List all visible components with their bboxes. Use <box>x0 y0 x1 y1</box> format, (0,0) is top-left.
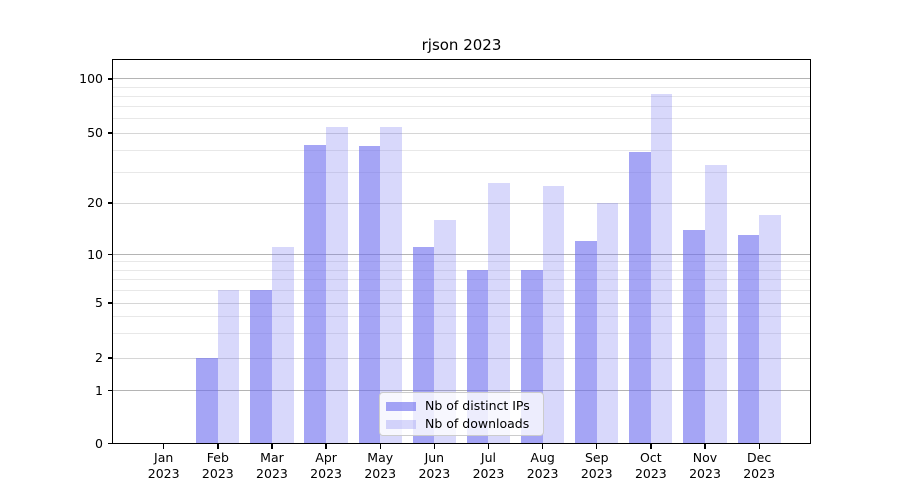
x-tick-label-jun: Jun 2023 <box>418 449 451 482</box>
x-tick-oct <box>650 443 652 449</box>
x-tick-label-jan: Jan 2023 <box>147 449 180 482</box>
y-tick-label-20: 20 <box>87 195 103 210</box>
bar-downloads-nov <box>705 164 727 444</box>
x-tick-label-oct: Oct 2023 <box>634 449 667 482</box>
legend-label-distinct-ips: Nb of distinct IPs <box>425 398 530 413</box>
bar-distinct-ips-dec <box>737 235 760 444</box>
gridline-minor-80 <box>113 95 810 97</box>
y-tick-5 <box>108 302 113 304</box>
x-tick-jun <box>433 443 436 449</box>
gridline-minor-4 <box>113 315 810 317</box>
gridline-2 <box>113 357 810 359</box>
x-tick-nov <box>704 443 706 449</box>
bar-downloads-dec <box>759 215 781 444</box>
gridline-minor-40 <box>113 149 810 151</box>
bar-downloads-mar <box>271 247 294 444</box>
x-tick-apr <box>325 443 327 449</box>
legend-item-distinct-ips: Nb of distinct IPs <box>386 397 537 415</box>
bar-downloads-sep <box>596 203 619 444</box>
y-tick-label-50: 50 <box>87 125 103 140</box>
gridline-50 <box>113 132 810 134</box>
x-tick-may <box>379 443 381 449</box>
gridline-major-1 <box>113 389 810 391</box>
y-tick-10 <box>108 253 113 256</box>
gridline-minor-9 <box>113 261 810 263</box>
x-tick-label-aug: Aug 2023 <box>526 449 559 482</box>
y-tick-label-1: 1 <box>95 382 103 398</box>
x-tick-jan <box>163 443 165 449</box>
bar-downloads-may <box>380 127 402 444</box>
bar-downloads-oct <box>650 94 673 444</box>
y-tick-20 <box>108 202 113 204</box>
x-tick-mar <box>271 443 273 449</box>
x-tick-label-dec: Dec 2023 <box>743 449 776 482</box>
gridline-minor-3 <box>113 333 810 335</box>
gridline-minor-6 <box>113 289 810 291</box>
y-tick-label-0: 0 <box>95 435 103 451</box>
gridline-minor-30 <box>113 171 810 173</box>
x-tick-label-apr: Apr 2023 <box>310 449 342 482</box>
legend-item-downloads: Nb of downloads <box>386 415 537 433</box>
x-tick-sep <box>596 443 598 449</box>
gridline-minor-70 <box>113 106 810 108</box>
bar-distinct-ips-may <box>358 146 381 444</box>
bar-distinct-ips-mar <box>250 290 272 444</box>
x-tick-dec <box>758 443 760 449</box>
bar-distinct-ips-nov <box>683 229 705 444</box>
bar-distinct-ips-sep <box>575 240 597 444</box>
gridline-major-10 <box>113 253 810 255</box>
bar-distinct-ips-oct <box>629 151 651 444</box>
gridline-20 <box>113 202 810 204</box>
gridline-5 <box>113 302 810 304</box>
x-tick-label-sep: Sep 2023 <box>580 449 613 482</box>
gridline-major-100 <box>113 78 810 80</box>
gridline-minor-90 <box>113 86 810 88</box>
legend-swatch-downloads <box>386 419 416 429</box>
y-tick-50 <box>108 132 113 134</box>
bar-downloads-apr <box>326 127 348 444</box>
y-tick-1 <box>108 389 113 392</box>
legend: Nb of distinct IPs Nb of downloads <box>379 392 544 436</box>
bar-downloads-jul <box>488 182 511 444</box>
bar-downloads-aug <box>542 185 565 444</box>
x-tick-label-mar: Mar 2023 <box>256 449 288 482</box>
x-tick-feb <box>217 443 219 449</box>
y-tick-label-5: 5 <box>95 295 103 310</box>
x-tick-label-feb: Feb 2023 <box>201 449 234 482</box>
bar-downloads-feb <box>217 290 240 444</box>
legend-label-downloads: Nb of downloads <box>425 416 530 431</box>
y-tick-label-100: 100 <box>79 71 103 86</box>
chart-title: rjson 2023 <box>421 36 502 54</box>
bar-distinct-ips-feb <box>196 358 218 444</box>
y-tick-100 <box>108 78 113 80</box>
y-tick-2 <box>108 357 113 359</box>
gridline-minor-8 <box>113 269 810 271</box>
bar-distinct-ips-apr <box>304 144 327 444</box>
gridline-minor-7 <box>113 278 810 280</box>
x-tick-aug <box>542 443 544 449</box>
x-tick-label-jul: Jul 2023 <box>472 449 505 482</box>
y-tick-label-10: 10 <box>87 246 103 262</box>
x-tick-label-may: May 2023 <box>364 449 397 482</box>
x-tick-label-nov: Nov 2023 <box>689 449 721 482</box>
y-tick-label-2: 2 <box>95 350 103 365</box>
gridline-minor-60 <box>113 118 810 120</box>
bar-downloads-jun <box>434 219 456 444</box>
legend-swatch-distinct-ips <box>386 401 416 411</box>
y-tick-0 <box>108 442 113 445</box>
x-tick-jul <box>487 443 490 449</box>
